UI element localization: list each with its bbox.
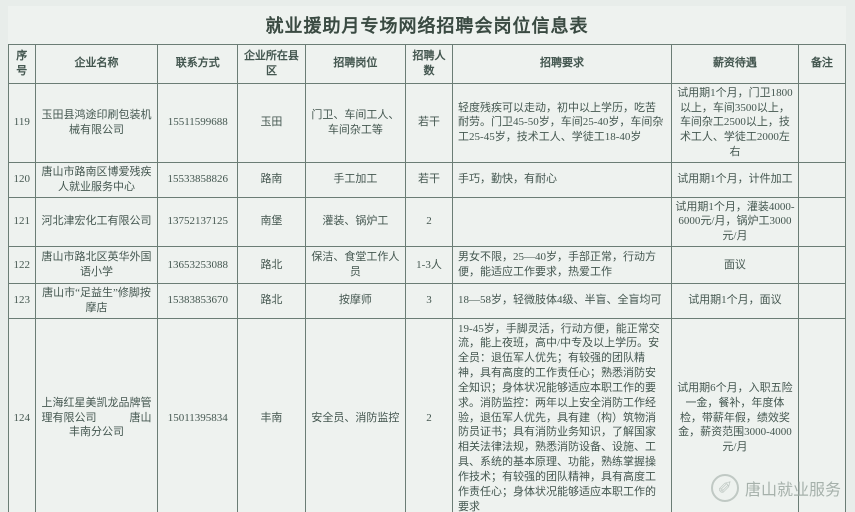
col-sal: 薪资待遇	[672, 45, 799, 84]
cell-name: 玉田县鸿途印刷包装机械有限公司	[35, 83, 158, 162]
col-phone: 联系方式	[158, 45, 238, 84]
cell-note	[798, 247, 845, 284]
table-row: 123唐山市“足益生”修脚按摩店15383853670路北按摩师318—58岁，…	[9, 283, 846, 318]
cell-seq: 120	[9, 162, 36, 197]
cell-job: 门卫、车间工人、车间杂工等	[305, 83, 405, 162]
cell-sal: 面议	[672, 247, 799, 284]
watermark-text: 唐山就业服务	[745, 476, 841, 500]
cell-seq: 121	[9, 197, 36, 247]
table-row: 122唐山市路北区英华外国语小学13653253088路北保洁、食堂工作人员1-…	[9, 247, 846, 284]
document-sheet: 就业援助月专场网络招聘会岗位信息表 序号 企业名称 联系方式 企业所在县区 招聘…	[8, 6, 846, 512]
cell-name: 上海红星美凯龙品牌管理有限公司 唐山丰南分公司	[35, 318, 158, 512]
cell-phone: 15511599688	[158, 83, 238, 162]
cell-name: 河北津宏化工有限公司	[35, 197, 158, 247]
cell-job: 手工加工	[305, 162, 405, 197]
table-row: 120唐山市路南区博爱残疾人就业服务中心15533858826路南手工加工若干手…	[9, 162, 846, 197]
cell-job: 保洁、食堂工作人员	[305, 247, 405, 284]
cell-count: 若干	[405, 83, 452, 162]
cell-count: 2	[405, 318, 452, 512]
cell-name: 唐山市路北区英华外国语小学	[35, 247, 158, 284]
cell-req: 手巧，勤快，有耐心	[453, 162, 672, 197]
cell-req: 18—58岁，轻微肢体4级、半盲、全盲均可	[453, 283, 672, 318]
cell-count: 2	[405, 197, 452, 247]
cell-phone: 15011395834	[158, 318, 238, 512]
cell-seq: 123	[9, 283, 36, 318]
cell-count: 若干	[405, 162, 452, 197]
cell-count: 1-3人	[405, 247, 452, 284]
cell-req: 男女不限，25—40岁，手部正常，行动方便，能适应工作要求，热爱工作	[453, 247, 672, 284]
cell-sal: 试用期1个月，面议	[672, 283, 799, 318]
col-seq: 序号	[9, 45, 36, 84]
cell-seq: 122	[9, 247, 36, 284]
col-note: 备注	[798, 45, 845, 84]
cell-req: 19-45岁，手脚灵活，行动方便，能正常交流，能上夜班，高中/中专及以上学历。安…	[453, 318, 672, 512]
cell-phone: 13752137125	[158, 197, 238, 247]
cell-name: 唐山市“足益生”修脚按摩店	[35, 283, 158, 318]
page-title: 就业援助月专场网络招聘会岗位信息表	[8, 6, 846, 44]
cell-phone: 15383853670	[158, 283, 238, 318]
cell-note	[798, 197, 845, 247]
cell-seq: 124	[9, 318, 36, 512]
cell-seq: 119	[9, 83, 36, 162]
cell-sal: 试用期1个月，计件加工	[672, 162, 799, 197]
cell-note	[798, 162, 845, 197]
cell-phone: 15533858826	[158, 162, 238, 197]
cell-count: 3	[405, 283, 452, 318]
col-job: 招聘岗位	[305, 45, 405, 84]
table-row: 121河北津宏化工有限公司13752137125南堡灌装、锅炉工2 试用期1个月，…	[9, 197, 846, 247]
cell-phone: 13653253088	[158, 247, 238, 284]
col-req: 招聘要求	[453, 45, 672, 84]
cell-area: 路南	[238, 162, 306, 197]
job-table: 序号 企业名称 联系方式 企业所在县区 招聘岗位 招聘人数 招聘要求 薪资待遇 …	[8, 44, 846, 512]
cell-area: 玉田	[238, 83, 306, 162]
cell-req: 轻度残疾可以走动，初中以上学历，吃苦耐劳。门卫45-50岁，车间25-40岁，车…	[453, 83, 672, 162]
cell-area: 路北	[238, 247, 306, 284]
cell-job: 安全员、消防监控	[305, 318, 405, 512]
cell-area: 南堡	[238, 197, 306, 247]
cell-job: 按摩师	[305, 283, 405, 318]
cell-area: 丰南	[238, 318, 306, 512]
cell-area: 路北	[238, 283, 306, 318]
watermark-icon: ✐	[711, 474, 739, 502]
table-row: 119玉田县鸿途印刷包装机械有限公司15511599688玉田门卫、车间工人、车…	[9, 83, 846, 162]
cell-job: 灌装、锅炉工	[305, 197, 405, 247]
watermark: ✐ 唐山就业服务	[711, 474, 841, 502]
cell-req	[453, 197, 672, 247]
cell-note	[798, 283, 845, 318]
cell-name: 唐山市路南区博爱残疾人就业服务中心	[35, 162, 158, 197]
cell-note	[798, 83, 845, 162]
cell-sal: 试用期1个月，门卫1800以上，车间3500以上，车间杂工2500以上，技术工人…	[672, 83, 799, 162]
col-area: 企业所在县区	[238, 45, 306, 84]
table-header-row: 序号 企业名称 联系方式 企业所在县区 招聘岗位 招聘人数 招聘要求 薪资待遇 …	[9, 45, 846, 84]
col-count: 招聘人数	[405, 45, 452, 84]
cell-sal: 试用期1个月，灌装4000-6000元/月，锅炉工3000元/月	[672, 197, 799, 247]
col-name: 企业名称	[35, 45, 158, 84]
